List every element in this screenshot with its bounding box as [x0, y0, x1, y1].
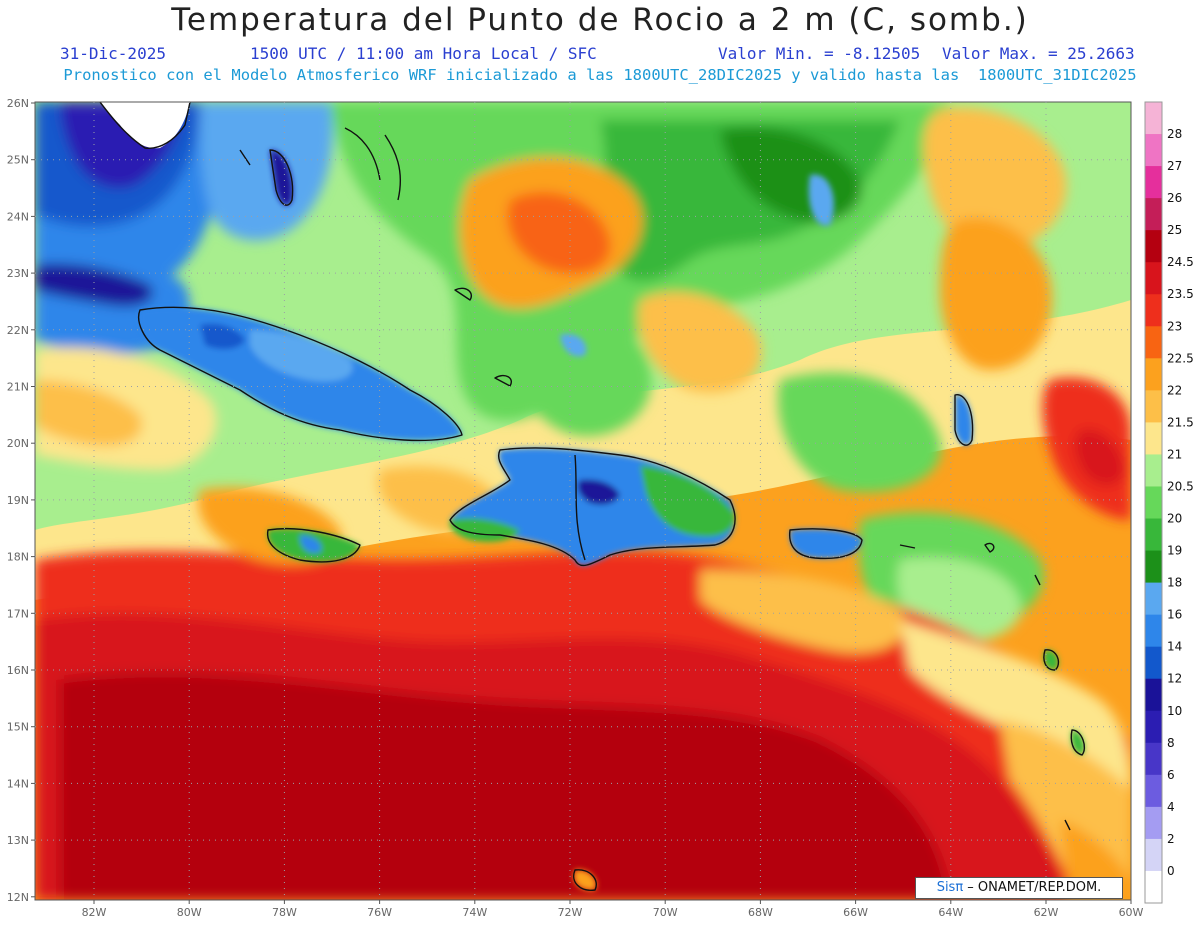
colorbar-swatch	[1145, 774, 1162, 808]
colorbar-label: 19	[1167, 544, 1182, 558]
colorbar-swatch	[1145, 486, 1162, 520]
colorbar-swatch	[1145, 326, 1162, 359]
lat-label: 18N	[7, 551, 29, 564]
colorbar: 2827262524.523.52322.52221.52120.5201918…	[1144, 101, 1194, 904]
colorbar-label: 23.5	[1167, 287, 1194, 301]
colorbar-label: 21.5	[1167, 415, 1194, 429]
colorbar-swatch	[1145, 710, 1162, 744]
subtitle-line-1: 31-Dic-2025 1500 UTC / 11:00 am Hora Loc…	[0, 44, 1200, 64]
lat-label: 20N	[7, 437, 29, 450]
lon-label: 78W	[272, 906, 297, 919]
model-info: Pronostico con el Modelo Atmosferico WRF…	[63, 66, 1137, 84]
lat-label: 25N	[7, 154, 29, 167]
colorbar-swatch	[1145, 198, 1162, 231]
colorbar-swatch	[1145, 870, 1162, 904]
lon-label: 62W	[1034, 906, 1059, 919]
colorbar-swatch	[1145, 358, 1162, 391]
colorbar-label: 21	[1167, 447, 1182, 461]
colorbar-frame	[1144, 101, 1163, 904]
colorbar-label: 14	[1167, 640, 1182, 654]
shaded-field	[35, 102, 1131, 900]
colorbar-swatch	[1145, 582, 1162, 616]
min-value: Valor Min. = -8.12505	[718, 44, 921, 63]
colorbar-label: 8	[1167, 736, 1175, 750]
colorbar-swatch	[1145, 678, 1162, 712]
colorbar-label: 16	[1167, 608, 1182, 622]
colorbar-label: 6	[1167, 768, 1175, 782]
colorbar-label: 27	[1167, 159, 1182, 173]
colorbar-swatch	[1145, 550, 1162, 584]
graticule	[35, 102, 1131, 900]
lon-label: 64W	[938, 906, 963, 919]
credit-box: Sisπ – ONAMET/REP.DOM.	[915, 877, 1123, 899]
lat-label: 21N	[7, 381, 29, 394]
lon-label: 60W	[1119, 906, 1144, 919]
colorbar-swatch	[1145, 422, 1162, 455]
colorbar-label: 28	[1167, 127, 1182, 141]
lon-label: 76W	[367, 906, 392, 919]
lat-label: 13N	[7, 834, 29, 847]
colorbar-swatch	[1145, 390, 1162, 423]
colorbar-label: 10	[1167, 704, 1182, 718]
colorbar-swatch	[1145, 646, 1162, 680]
lat-label: 22N	[7, 324, 29, 337]
lon-label: 66W	[843, 906, 868, 919]
colorbar-swatch	[1145, 518, 1162, 552]
colorbar-swatch	[1145, 294, 1162, 327]
chart-title: Temperatura del Punto de Rocio a 2 m (C,…	[171, 2, 1029, 38]
lat-label: 24N	[7, 210, 29, 223]
colorbar-swatch	[1145, 134, 1162, 167]
lon-label: 68W	[748, 906, 773, 919]
colorbar-swatch	[1145, 166, 1162, 199]
colorbar-label: 12	[1167, 672, 1182, 686]
colorbar-label: 22.5	[1167, 351, 1194, 365]
colorbar-label: 2	[1167, 832, 1175, 846]
forecast-date: 31-Dic-2025	[60, 44, 166, 63]
colorbar-swatch	[1145, 230, 1162, 263]
max-value: Valor Max. = 25.2663	[942, 44, 1135, 63]
lon-label: 80W	[177, 906, 202, 919]
colorbar-label: 24.5	[1167, 255, 1194, 269]
sispi-logo: Sisπ	[936, 880, 964, 895]
colorbar-label: 20	[1167, 512, 1182, 526]
colorbar-label: 25	[1167, 223, 1182, 237]
lat-label: 26N	[7, 97, 29, 110]
lat-label: 12N	[7, 891, 29, 904]
colorbar-swatch	[1145, 742, 1162, 776]
time-info: 1500 UTC / 11:00 am Hora Local / SFC	[250, 44, 597, 63]
latitude-labels: 26N 25N 24N 23N 22N 21N 20N 19N 18N 17N 16N 15N 14N 1…	[7, 97, 35, 904]
colorbar-label: 20.5	[1167, 479, 1194, 493]
lon-label: 70W	[653, 906, 678, 919]
lat-label: 16N	[7, 664, 29, 677]
colorbar-label: 22	[1167, 383, 1182, 397]
lat-label: 23N	[7, 267, 29, 280]
colorbar-swatch	[1145, 102, 1162, 135]
colorbar-swatch	[1145, 262, 1162, 295]
colorbar-label: 0	[1167, 864, 1175, 878]
lon-label: 74W	[462, 906, 487, 919]
lat-label: 14N	[7, 777, 29, 790]
colorbar-swatch	[1145, 454, 1162, 487]
lon-label: 72W	[558, 906, 583, 919]
longitude-labels: 82W 80W 78W 76W 74W 72W 70W 68W 66W 64W 62W 60W	[82, 900, 1144, 919]
lat-label: 19N	[7, 494, 29, 507]
colorbar-swatch	[1145, 806, 1162, 840]
colorbar-swatch	[1145, 838, 1162, 872]
lat-label: 15N	[7, 721, 29, 734]
colorbar-label: 18	[1167, 576, 1182, 590]
colorbar-swatch	[1145, 614, 1162, 648]
credit-text: – ONAMET/REP.DOM.	[963, 880, 1102, 895]
lat-label: 17N	[7, 607, 29, 620]
colorbar-label: 4	[1167, 800, 1175, 814]
lon-label: 82W	[82, 906, 107, 919]
colorbar-label: 26	[1167, 191, 1182, 205]
colorbar-label: 23	[1167, 319, 1182, 333]
